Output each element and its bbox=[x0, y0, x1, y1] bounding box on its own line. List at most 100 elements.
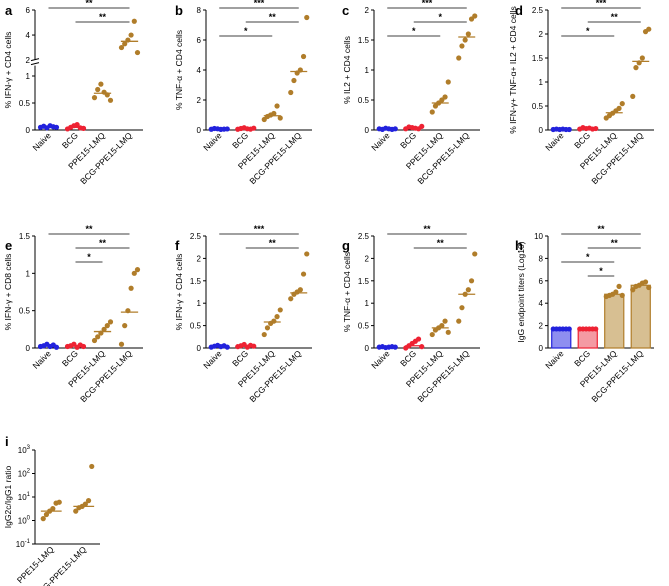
significance-label: ** bbox=[99, 12, 107, 22]
y-tick-label: 0 bbox=[26, 126, 31, 135]
y-tick-label: 1 bbox=[26, 72, 31, 81]
data-point bbox=[633, 65, 639, 71]
data-point bbox=[439, 323, 445, 329]
significance-label: * bbox=[87, 252, 91, 262]
data-point bbox=[128, 285, 134, 291]
y-tick-label: 1 bbox=[539, 78, 544, 87]
data-point bbox=[456, 55, 462, 61]
x-category-label: Naive bbox=[369, 348, 392, 371]
data-point bbox=[291, 77, 297, 84]
data-point bbox=[85, 498, 92, 504]
y-tick-label: 1 bbox=[365, 299, 370, 308]
data-point bbox=[104, 323, 110, 329]
y-tick-label: 2.5 bbox=[190, 232, 202, 241]
data-point bbox=[616, 105, 622, 111]
y-tick-label: 102 bbox=[18, 469, 31, 479]
x-category-label: Naive bbox=[543, 348, 566, 371]
y-tick-label: 0 bbox=[365, 344, 370, 353]
data-point bbox=[118, 44, 125, 51]
data-point bbox=[415, 336, 422, 342]
y-tick-label: 1.5 bbox=[358, 277, 370, 286]
panel-label: d bbox=[515, 3, 523, 18]
y-axis-label: IgG endpoint titers (Log10) bbox=[516, 241, 526, 342]
data-point bbox=[642, 279, 649, 285]
data-point bbox=[465, 31, 471, 37]
data-point bbox=[91, 337, 98, 344]
data-point bbox=[131, 18, 137, 24]
significance-label: ** bbox=[99, 238, 107, 248]
data-point bbox=[613, 289, 619, 295]
data-point bbox=[468, 278, 475, 284]
panel-d: d 0 0.5 1 1.5 2 2.5 % IFN-γ+ TNF-α+ IL2 + CD4 c… bbox=[508, 0, 654, 186]
data-point bbox=[619, 101, 625, 107]
significance-label: * bbox=[244, 26, 248, 36]
x-category-label: BCG bbox=[60, 130, 80, 150]
data-point bbox=[630, 287, 636, 293]
data-point bbox=[462, 37, 468, 43]
data-point bbox=[297, 287, 303, 293]
significance-label: ** bbox=[423, 224, 431, 234]
y-tick-label: 2 bbox=[365, 6, 370, 15]
y-tick-label: 8 bbox=[197, 6, 202, 15]
y-axis-label: % IFN-γ + CD4 cells bbox=[3, 32, 13, 109]
y-tick-label: 2 bbox=[539, 30, 544, 39]
y-tick-label: 2 bbox=[26, 56, 31, 65]
data-point bbox=[288, 89, 294, 96]
significance-label: ** bbox=[437, 238, 445, 248]
y-tick-label: 10-1 bbox=[16, 539, 31, 549]
y-axis-label: % IFN-γ+ TNF-α+ IL2 + CD4 cells bbox=[508, 6, 518, 133]
y-tick-label: 0.5 bbox=[190, 322, 202, 331]
y-tick-label: 0.5 bbox=[358, 322, 370, 331]
data-point bbox=[91, 95, 98, 101]
significance-label: * bbox=[586, 252, 590, 262]
bar bbox=[604, 293, 625, 349]
data-point bbox=[274, 103, 280, 109]
y-tick-label: 1.5 bbox=[358, 36, 370, 45]
data-point bbox=[122, 323, 128, 329]
y-axis-label: % IFN-γ + CD8 cells bbox=[3, 254, 13, 331]
y-axis-label: % TNF-α + CD4 cells bbox=[174, 30, 184, 110]
x-category-label: Naive bbox=[201, 130, 224, 153]
data-point bbox=[459, 43, 465, 49]
data-point bbox=[134, 267, 141, 273]
panel-label: b bbox=[175, 3, 183, 18]
y-tick-label: 1.5 bbox=[532, 54, 544, 63]
y-axis-label: IgG2c/IgG1 ratio bbox=[3, 466, 13, 529]
x-category-label: BCG bbox=[398, 130, 418, 150]
data-point bbox=[95, 334, 101, 340]
panel-label: e bbox=[5, 238, 12, 253]
y-tick-label: 2 bbox=[197, 254, 202, 263]
data-point bbox=[95, 86, 101, 93]
y-tick-label: 0.5 bbox=[19, 99, 31, 108]
bar bbox=[630, 284, 651, 349]
y-tick-label: 1 bbox=[197, 299, 202, 308]
data-point bbox=[429, 331, 435, 338]
y-tick-label: 103 bbox=[18, 445, 31, 455]
y-tick-label: 101 bbox=[18, 492, 31, 502]
y-tick-label: 0.5 bbox=[19, 307, 31, 316]
data-point bbox=[271, 110, 277, 117]
data-point bbox=[107, 319, 114, 325]
data-point bbox=[80, 125, 87, 131]
panel-h: h 0 2 4 6 8 10 IgG endpoint titers (Log10) Naive… bbox=[515, 224, 654, 404]
axis-break-mark bbox=[30, 58, 40, 62]
y-tick-label: 1.5 bbox=[190, 277, 202, 286]
data-point bbox=[74, 122, 80, 128]
significance-label: ** bbox=[611, 12, 619, 22]
data-point bbox=[98, 81, 104, 87]
data-point bbox=[277, 307, 283, 313]
data-point bbox=[43, 511, 50, 518]
data-point bbox=[271, 318, 277, 324]
significance-label: ** bbox=[611, 238, 619, 248]
y-tick-label: 2 bbox=[365, 254, 370, 263]
significance-label: *** bbox=[254, 0, 265, 8]
significance-label: ** bbox=[269, 238, 277, 248]
y-tick-label: 100 bbox=[18, 516, 31, 526]
data-point bbox=[300, 271, 307, 277]
significance-label: ** bbox=[269, 12, 277, 22]
y-tick-label: 0.5 bbox=[358, 96, 370, 105]
y-tick-label: 0 bbox=[539, 344, 544, 353]
data-point bbox=[445, 329, 451, 335]
